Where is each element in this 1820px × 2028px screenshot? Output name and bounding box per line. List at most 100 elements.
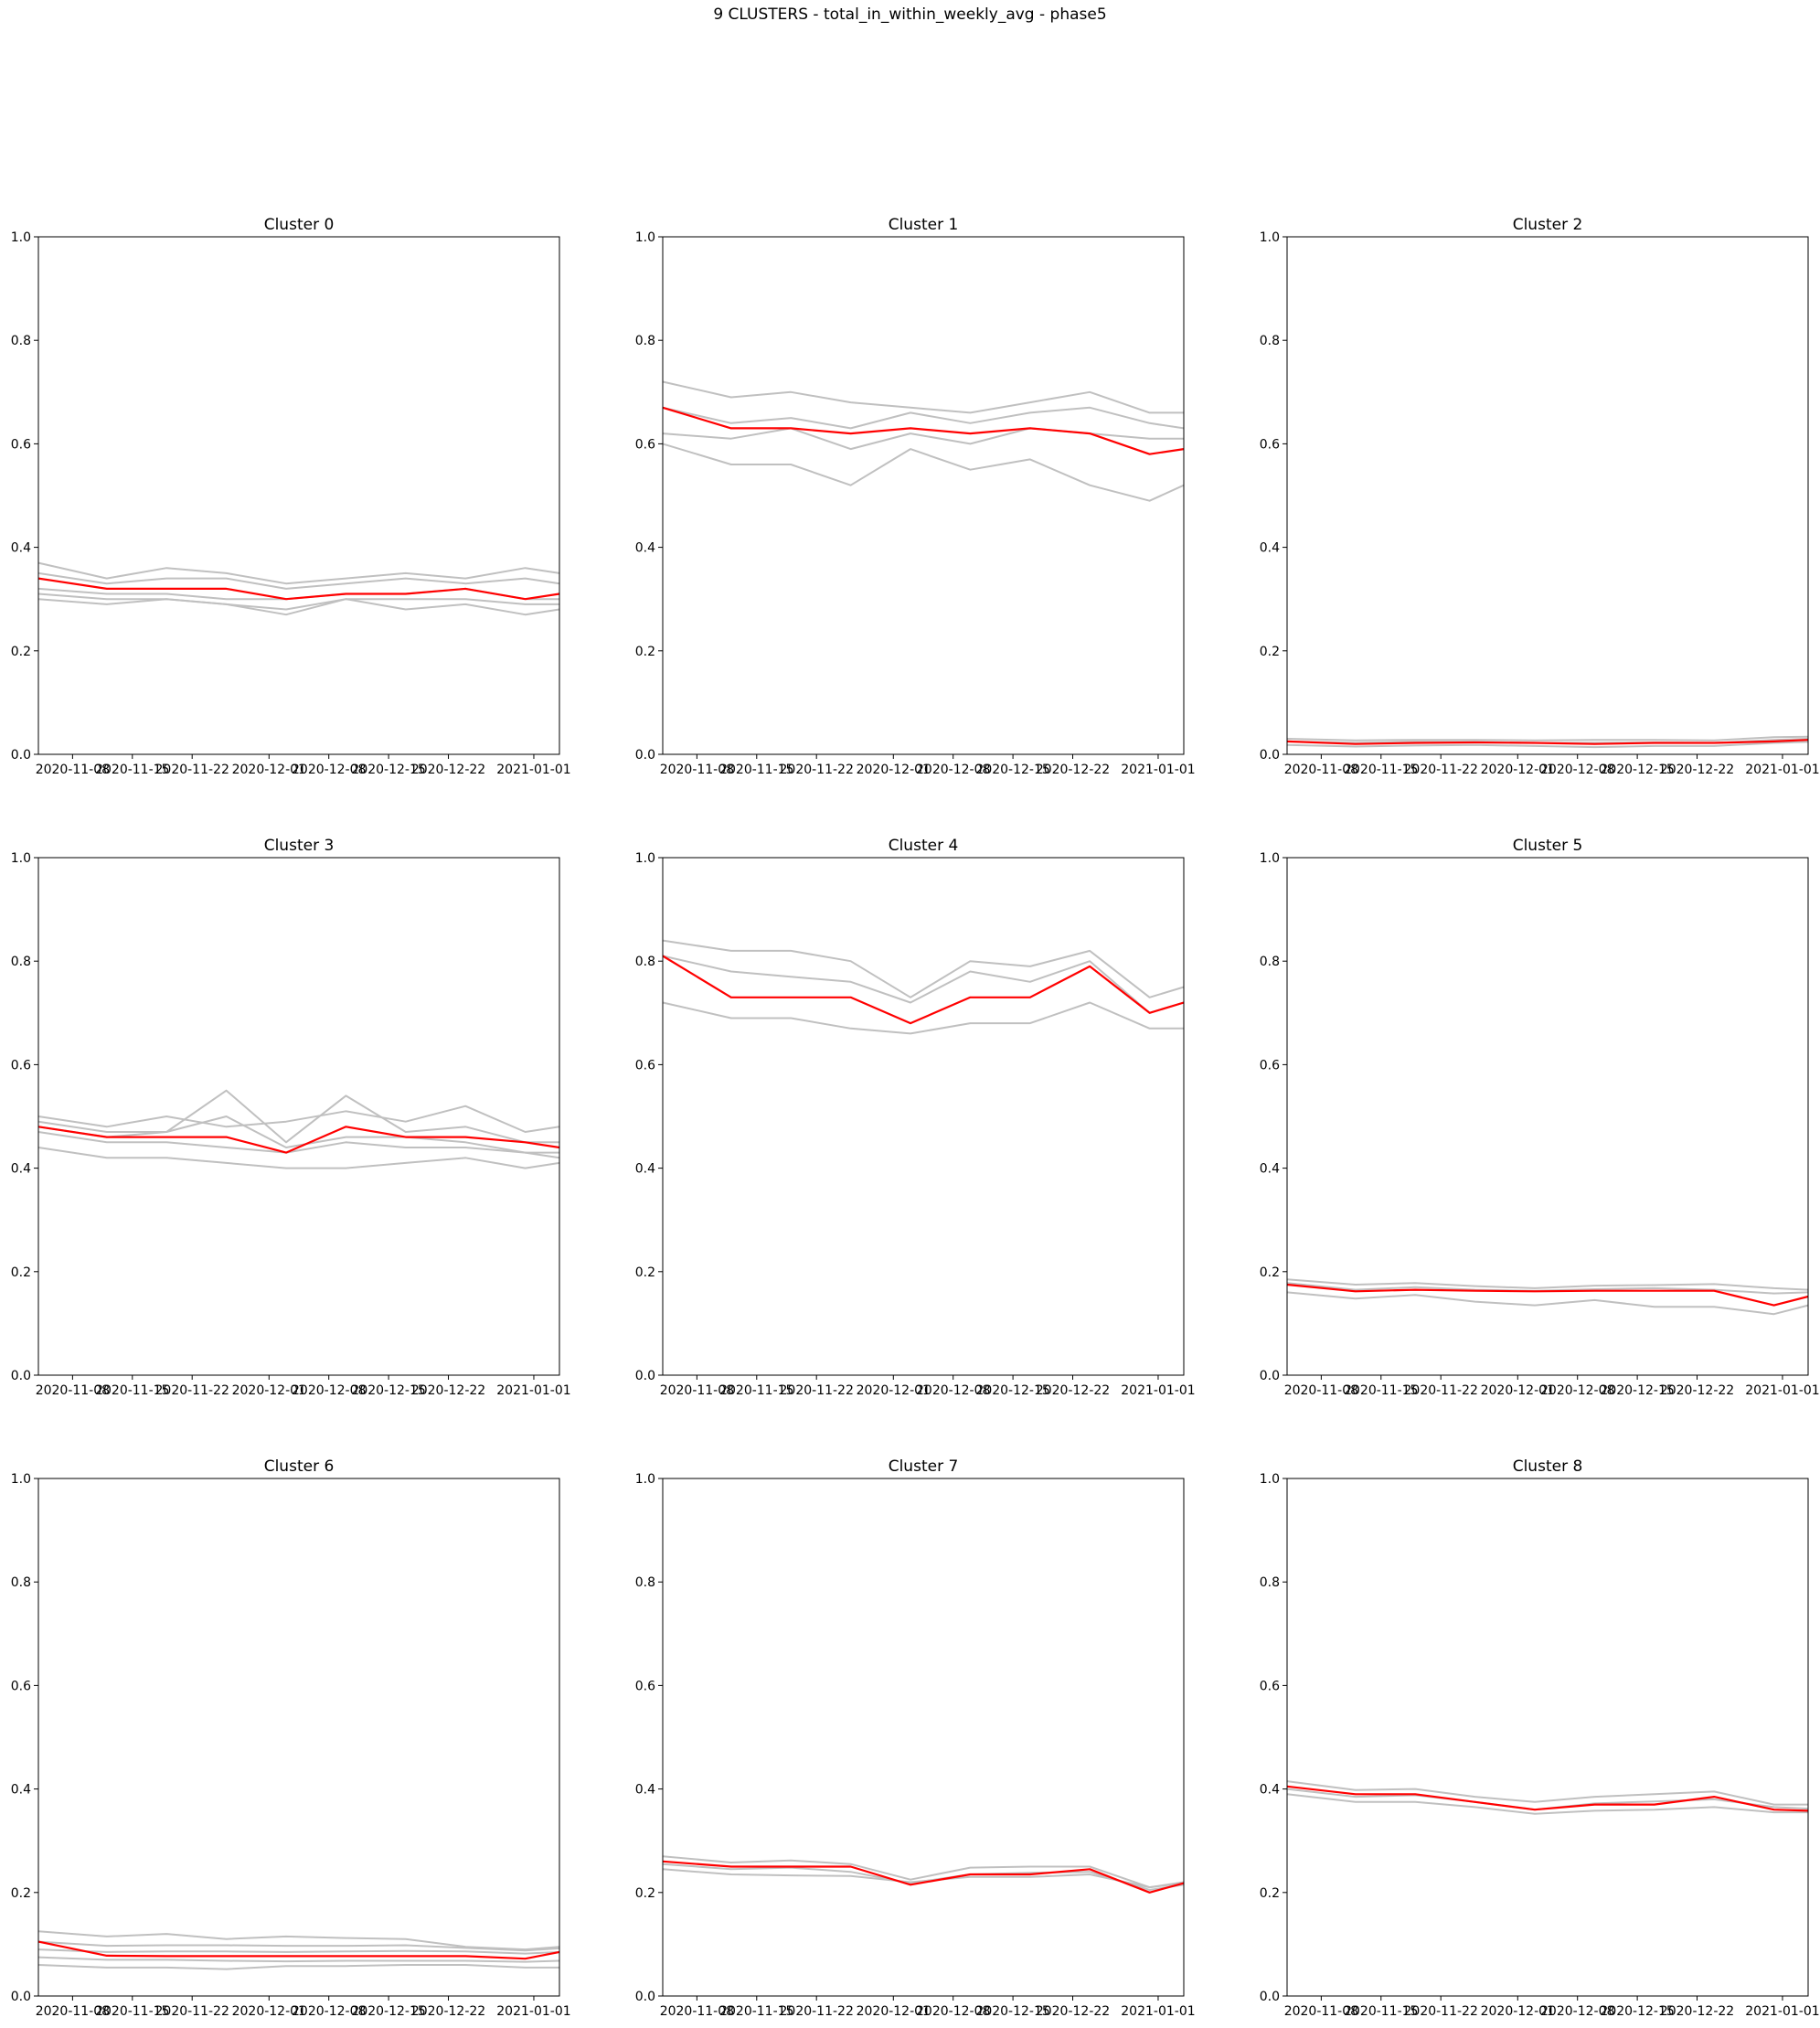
x-tick-label: 2020-12-22 [1036, 763, 1110, 777]
centroid-line [662, 1860, 1185, 1894]
x-tick-label: 2021-01-01 [496, 763, 570, 777]
y-tick-label: 0.6 [1260, 1058, 1280, 1073]
member-line [662, 955, 1185, 1014]
x-tick-label: 2020-11-08 [36, 763, 110, 777]
member-line [662, 939, 1185, 998]
x-tick-label: 2020-12-15 [351, 2004, 425, 2019]
y-tick-label: 1.0 [11, 1472, 31, 1487]
panel-title: Cluster 2 [1513, 216, 1583, 234]
x-tick-label: 2021-01-01 [1745, 1383, 1819, 1398]
x-tick-label: 2020-12-01 [1481, 2004, 1555, 2019]
y-tick-label: 0.6 [11, 1679, 31, 1693]
y-tick-label: 0.2 [635, 1265, 655, 1280]
x-tick-label: 2020-11-08 [660, 1383, 734, 1398]
member-line [37, 1940, 560, 1952]
x-tick-label: 2020-12-15 [975, 2004, 1049, 2019]
x-tick-label: 2020-12-08 [916, 1383, 990, 1398]
member-line [662, 406, 1185, 430]
x-tick-label: 2021-01-01 [1121, 763, 1195, 777]
x-tick-label: 2020-12-22 [1660, 1383, 1734, 1398]
x-tick-label: 2020-12-22 [411, 2004, 485, 2019]
plot-frame [1286, 1478, 1809, 1997]
x-tick-label: 2020-12-08 [292, 763, 366, 777]
panel-title: Cluster 5 [1513, 837, 1583, 855]
member-line [37, 1956, 560, 1963]
x-tick-label: 2020-12-01 [1481, 763, 1555, 777]
member-line [662, 1001, 1184, 1035]
x-tick-label: 2020-11-15 [1344, 763, 1418, 777]
y-tick-label: 1.0 [635, 230, 655, 245]
y-tick-label: 1.0 [1260, 851, 1280, 866]
x-tick-label: 2021-01-01 [496, 1383, 570, 1398]
y-tick-label: 0.4 [635, 541, 655, 556]
y-tick-label: 0.0 [635, 748, 655, 763]
x-tick-label: 2020-11-22 [1404, 1383, 1478, 1398]
centroid-line [1286, 739, 1809, 745]
x-tick-label: 2021-01-01 [496, 2004, 570, 2019]
y-tick-label: 0.6 [11, 1058, 31, 1073]
cluster-panel-1: Cluster 10.00.20.40.60.81.02020-11-08202… [635, 216, 1196, 777]
x-tick-label: 2021-01-01 [1121, 1383, 1195, 1398]
member-line [1286, 1278, 1809, 1291]
x-tick-label: 2020-12-22 [1036, 2004, 1110, 2019]
plot-frame [1286, 236, 1809, 755]
x-tick-label: 2020-12-15 [351, 763, 425, 777]
plot-frame [37, 857, 560, 1376]
x-tick-label: 2020-11-15 [719, 2004, 793, 2019]
y-tick-label: 0.8 [11, 955, 31, 969]
y-tick-label: 0.2 [11, 645, 31, 659]
y-tick-label: 0.0 [11, 1369, 31, 1383]
x-tick-label: 2020-12-15 [1600, 763, 1674, 777]
y-tick-label: 0.4 [1260, 1162, 1280, 1177]
y-tick-label: 0.8 [1260, 334, 1280, 348]
y-tick-label: 0.8 [635, 955, 655, 969]
y-tick-label: 0.4 [11, 1783, 31, 1798]
member-line [662, 380, 1184, 414]
plot-frame [1286, 857, 1809, 1376]
y-tick-label: 0.2 [1260, 1265, 1280, 1280]
x-tick-label: 2020-11-22 [780, 2004, 854, 2019]
x-tick-label: 2020-12-01 [232, 1383, 306, 1398]
member-line [37, 1115, 559, 1154]
y-tick-label: 1.0 [11, 230, 31, 245]
member-line [662, 1855, 1185, 1889]
x-tick-label: 2020-12-08 [292, 1383, 366, 1398]
member-line [662, 443, 1185, 502]
x-tick-label: 2020-11-15 [719, 1383, 793, 1398]
x-tick-label: 2020-12-01 [857, 2004, 931, 2019]
x-tick-label: 2020-12-15 [1600, 1383, 1674, 1398]
y-tick-label: 0.2 [11, 1265, 31, 1280]
cluster-panel-7: Cluster 70.00.20.40.60.81.02020-11-08202… [635, 1457, 1196, 2019]
y-tick-label: 1.0 [635, 1472, 655, 1487]
cluster-panel-8: Cluster 80.00.20.40.60.81.02020-11-08202… [1260, 1457, 1820, 2019]
member-line [37, 1948, 560, 1955]
member-line [37, 1089, 559, 1144]
y-tick-label: 0.6 [635, 1679, 655, 1693]
panel-title: Cluster 8 [1513, 1457, 1583, 1476]
plot-frame [37, 1478, 560, 1997]
x-tick-label: 2021-01-01 [1121, 2004, 1195, 2019]
centroid-line [37, 1940, 560, 1960]
y-tick-label: 0.6 [635, 1058, 655, 1073]
x-tick-label: 2020-12-15 [1600, 2004, 1674, 2019]
panel-title: Cluster 0 [264, 216, 335, 234]
y-tick-label: 1.0 [1260, 1472, 1280, 1487]
y-tick-label: 0.4 [635, 1162, 655, 1177]
y-tick-label: 0.2 [11, 1886, 31, 1901]
centroid-line [37, 577, 560, 601]
x-tick-label: 2020-12-01 [232, 763, 306, 777]
x-tick-label: 2020-12-01 [1481, 1383, 1555, 1398]
y-tick-label: 0.0 [1260, 748, 1280, 763]
x-tick-label: 2020-11-15 [95, 1383, 169, 1398]
x-tick-label: 2020-11-22 [155, 1383, 229, 1398]
y-tick-label: 1.0 [1260, 230, 1280, 245]
cluster-panel-4: Cluster 40.00.20.40.60.81.02020-11-08202… [635, 837, 1196, 1398]
x-tick-label: 2020-11-15 [95, 763, 169, 777]
x-tick-label: 2020-11-08 [660, 2004, 734, 2019]
x-tick-label: 2020-11-22 [780, 1383, 854, 1398]
centroid-line [37, 1126, 560, 1154]
x-tick-label: 2020-11-15 [95, 2004, 169, 2019]
y-tick-label: 0.8 [11, 1575, 31, 1590]
y-tick-label: 0.0 [11, 1990, 31, 2004]
centroid-line [1286, 1283, 1809, 1307]
